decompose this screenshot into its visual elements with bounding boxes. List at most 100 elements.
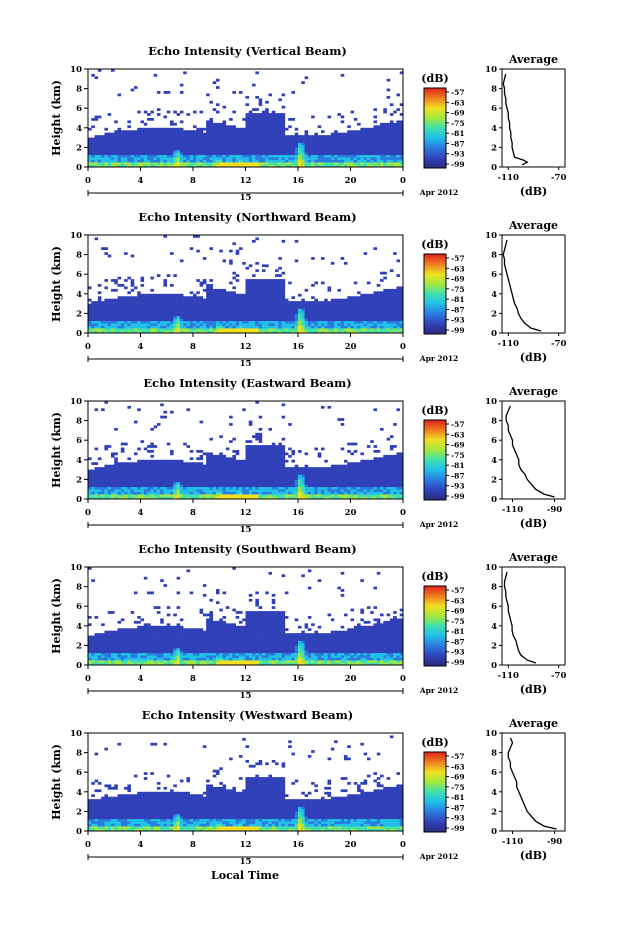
heatmap-cell	[110, 313, 115, 317]
heatmap-cell	[163, 472, 168, 475]
heatmap-cell	[320, 162, 325, 165]
heatmap-cell	[137, 472, 141, 475]
heatmap-cell	[268, 464, 273, 468]
heatmap-cell	[281, 447, 286, 451]
heatmap-cell	[137, 306, 141, 309]
heatmap-cell	[235, 137, 240, 141]
heatmap-cell	[281, 472, 286, 475]
heatmap-cell	[104, 315, 108, 319]
heatmap-cell	[350, 489, 355, 492]
heatmap-cell	[124, 164, 128, 168]
heatmap-cell	[143, 147, 148, 151]
heatmap-cell	[268, 293, 273, 297]
heatmap-cell	[294, 147, 299, 151]
heatmap-cell	[235, 162, 240, 165]
heatmap-cell	[199, 154, 204, 158]
heatmap-cell	[275, 120, 279, 124]
heatmap-cell	[202, 132, 207, 136]
heatmap-cell	[337, 147, 341, 151]
profile-frame	[501, 234, 566, 334]
heatmap-cell	[107, 147, 112, 151]
heatmap-cell	[265, 484, 269, 488]
heatmap-cell	[235, 486, 240, 490]
heatmap-cell	[212, 122, 217, 126]
heatmap-cell	[396, 147, 401, 151]
heatmap-cell	[366, 318, 371, 322]
heatmap-cell	[130, 284, 135, 287]
heatmap-cell	[357, 310, 361, 314]
heatmap-cell	[163, 320, 168, 324]
heatmap-cell	[212, 308, 217, 312]
heatmap-cell	[160, 491, 164, 495]
heatmap-cell	[209, 467, 213, 470]
heatmap-cell	[242, 306, 246, 309]
heatmap-cell	[127, 323, 131, 326]
heatmap-cell	[275, 142, 279, 146]
heatmap-cell	[245, 122, 250, 126]
heatmap-cell	[202, 154, 207, 158]
heatmap-cell	[334, 164, 338, 168]
heatmap-cell	[389, 130, 394, 133]
heatmap-cell	[117, 152, 122, 156]
heatmap-cell	[399, 157, 404, 160]
heatmap-cell	[261, 137, 266, 141]
heatmap-cell	[147, 320, 151, 324]
heatmap-cell	[193, 474, 197, 478]
heatmap-cell	[166, 313, 171, 317]
heatmap-cell	[133, 147, 138, 151]
heatmap-cell	[219, 489, 223, 492]
heatmap-cell	[127, 303, 131, 307]
heatmap-cell	[307, 467, 312, 470]
heatmap-cell	[196, 152, 200, 156]
heatmap-cell	[143, 306, 148, 309]
heatmap-cell	[101, 325, 105, 329]
heatmap-cell	[150, 147, 154, 151]
heatmap-cell	[261, 159, 266, 163]
heatmap-cell	[248, 445, 253, 448]
heatmap-cell	[193, 308, 197, 312]
heatmap-cell	[143, 313, 148, 317]
heatmap-cell	[212, 481, 217, 485]
heatmap-cell	[114, 476, 118, 480]
heatmap-cell	[222, 293, 227, 297]
heatmap-cell	[255, 452, 259, 456]
heatmap-cell	[278, 257, 282, 260]
heatmap-cell	[317, 469, 322, 473]
heatmap-cell	[268, 469, 273, 473]
heatmap-cell	[88, 476, 92, 480]
heatmap-cell	[334, 159, 338, 163]
heatmap-cell	[137, 142, 141, 146]
heatmap-cell	[153, 130, 158, 133]
heatmap-cell	[209, 164, 213, 168]
heatmap-cell	[324, 323, 328, 326]
heatmap-cell	[209, 489, 213, 492]
heatmap-cell	[143, 484, 148, 488]
heatmap-cell	[156, 481, 161, 485]
heatmap-cell	[110, 323, 115, 326]
heatmap-cell	[294, 137, 299, 141]
heatmap-cell	[317, 452, 322, 456]
heatmap-cell	[327, 325, 332, 329]
heatmap-cell	[156, 140, 161, 143]
heatmap-cell	[150, 472, 154, 475]
heatmap-cell	[150, 469, 154, 473]
heatmap-cell	[225, 152, 230, 156]
heatmap-cell	[330, 496, 335, 500]
heatmap-cell	[353, 450, 358, 453]
heatmap-cell	[380, 149, 384, 153]
heatmap-cell	[229, 462, 233, 465]
heatmap-cell	[107, 496, 112, 500]
heatmap-cell	[88, 142, 92, 146]
heatmap-cell	[278, 142, 282, 146]
heatmap-cell	[110, 69, 115, 72]
heatmap-cell	[176, 147, 181, 151]
heatmap-cell	[340, 447, 345, 451]
heatmap-cell	[307, 310, 312, 314]
heatmap-cell	[265, 298, 269, 302]
heatmap-cell	[248, 479, 253, 483]
heatmap-cell	[186, 159, 191, 163]
heatmap-cell	[94, 144, 99, 148]
heatmap-cell	[137, 479, 141, 483]
heatmap-cell	[235, 130, 240, 133]
heatmap-cell	[156, 274, 161, 277]
